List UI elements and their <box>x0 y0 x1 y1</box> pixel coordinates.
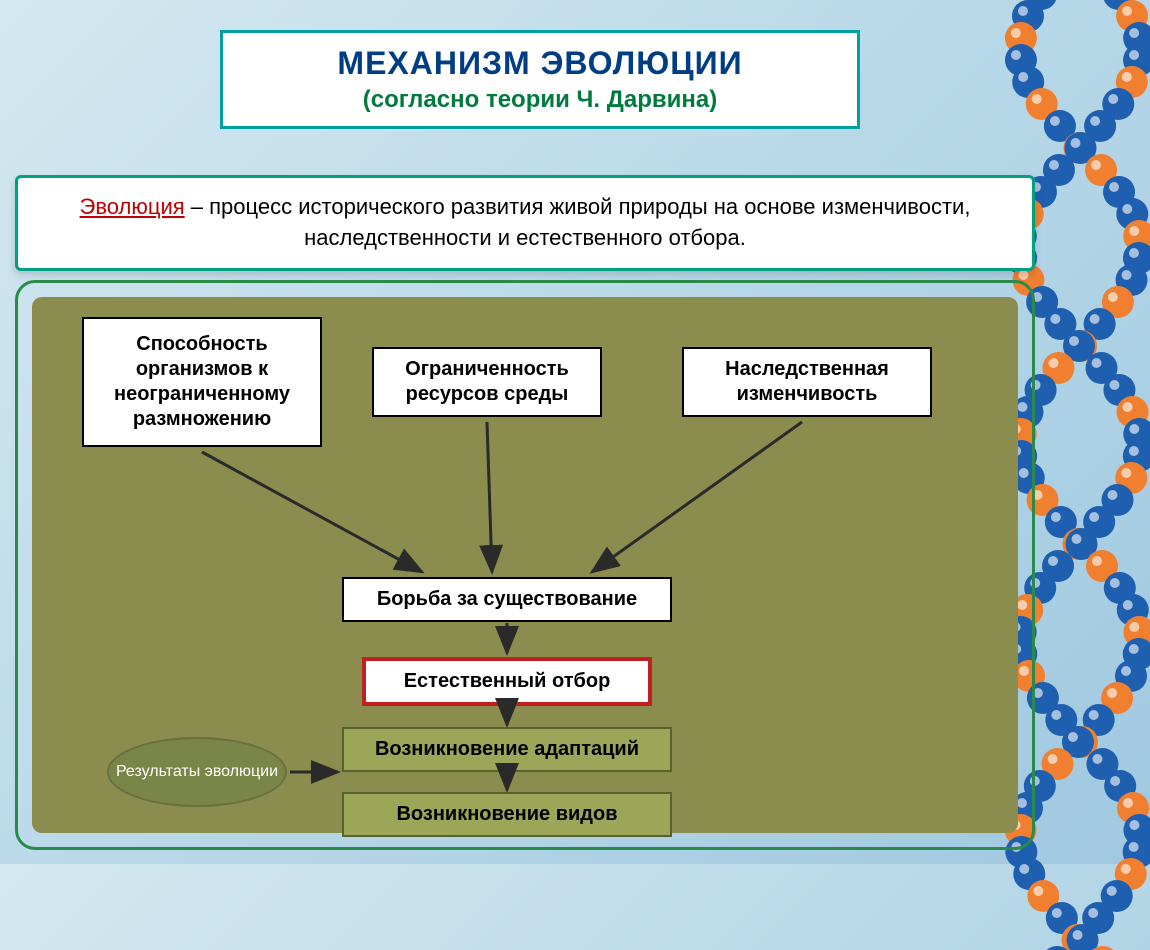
diagram-container: Способность организмов к неограниченному… <box>15 280 1035 850</box>
node-label: Борьба за существование <box>377 587 637 612</box>
node-label: Возникновение адаптаций <box>375 737 639 762</box>
node-label: Наследственная изменчивость <box>698 357 916 407</box>
node-label: Возникновение видов <box>396 802 617 827</box>
node-heredity: Наследственная изменчивость <box>682 347 932 417</box>
node-resources: Ограниченность ресурсов среды <box>372 347 602 417</box>
node-label: Способность организмов к неограниченному… <box>98 332 306 432</box>
definition-box: Эволюция – процесс исторического развити… <box>15 175 1035 271</box>
definition-term: Эволюция <box>80 194 185 219</box>
node-reproduction: Способность организмов к неограниченному… <box>82 317 322 447</box>
node-struggle: Борьба за существование <box>342 577 672 622</box>
diagram-inner: Способность организмов к неограниченному… <box>32 297 1018 833</box>
node-label: Результаты эволюции <box>116 763 278 781</box>
definition-text: – процесс исторического развития живой п… <box>185 194 971 250</box>
node-label: Естественный отбор <box>404 669 611 694</box>
node-results: Результаты эволюции <box>107 737 287 807</box>
title-main: МЕХАНИЗМ ЭВОЛЮЦИИ <box>243 45 837 82</box>
node-adaptation: Возникновение адаптаций <box>342 727 672 772</box>
title-box: МЕХАНИЗМ ЭВОЛЮЦИИ (согласно теории Ч. Да… <box>220 30 860 129</box>
title-subtitle: (согласно теории Ч. Дарвина) <box>243 86 837 114</box>
node-selection: Естественный отбор <box>362 657 652 706</box>
node-label: Ограниченность ресурсов среды <box>388 357 586 407</box>
node-species: Возникновение видов <box>342 792 672 837</box>
